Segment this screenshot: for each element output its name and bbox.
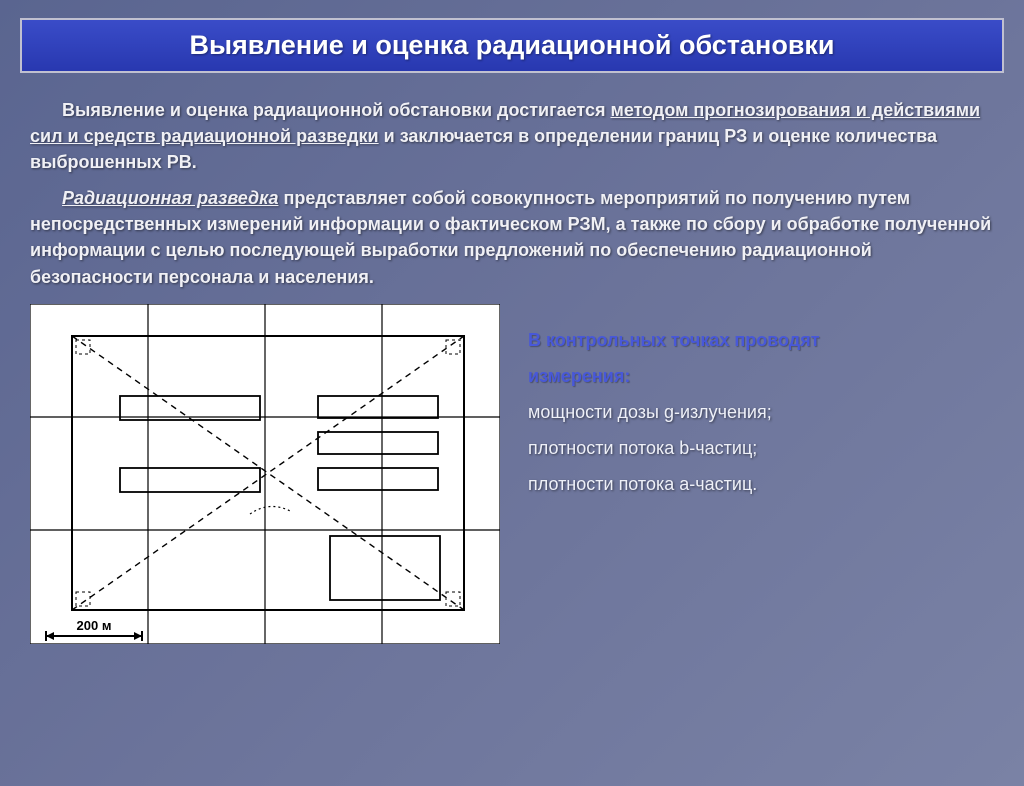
paragraph-2: Радиационная разведка представляет собой… — [30, 185, 994, 289]
measurements: В контрольных точках проводят измерения:… — [528, 304, 820, 644]
svg-text:200 м: 200 м — [77, 618, 112, 633]
measure-heading-2: измерения: — [528, 358, 820, 394]
measure-heading-1: В контрольных точках проводят — [528, 322, 820, 358]
slide-title: Выявление и оценка радиационной обстанов… — [20, 18, 1004, 73]
body-text: Выявление и оценка радиационной обстанов… — [30, 97, 994, 290]
p2-lead: Радиационная разведка — [62, 188, 278, 208]
diagram: 200 м — [30, 304, 500, 644]
measure-item-0: мощности дозы g-излучения; — [528, 394, 820, 430]
lower-region: 200 м В контрольных точках проводят изме… — [30, 304, 994, 644]
measure-item-1: плотности потока b-частиц; — [528, 430, 820, 466]
measure-item-2: плотности потока a-частиц. — [528, 466, 820, 502]
paragraph-1: Выявление и оценка радиационной обстанов… — [30, 97, 994, 175]
diagram-svg: 200 м — [30, 304, 500, 644]
p1-lead: Выявление и оценка радиационной обстанов… — [62, 100, 611, 120]
